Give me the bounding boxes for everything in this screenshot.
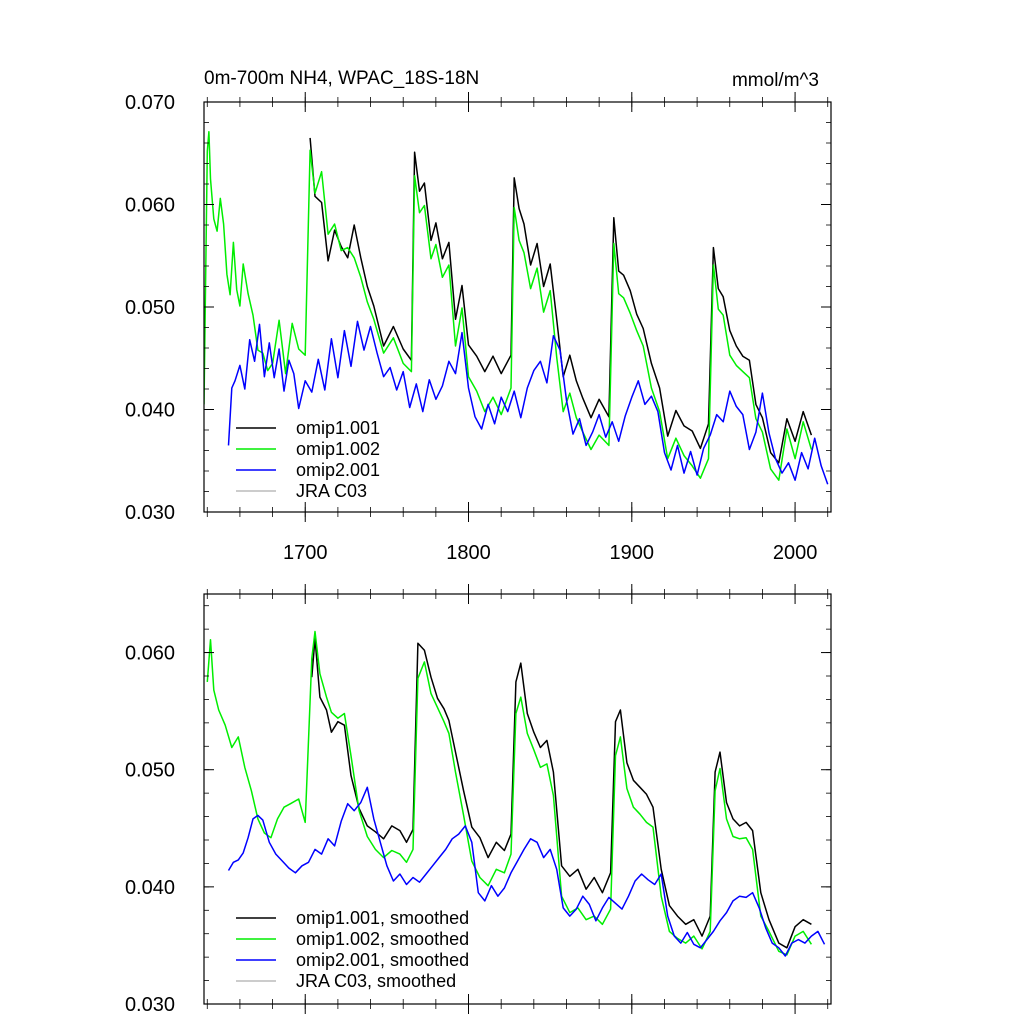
y-tick-label: 0.040 — [125, 400, 175, 422]
y-tick-label: 0.050 — [125, 760, 175, 782]
y-tick-label: 0.030 — [125, 502, 175, 524]
legend-label: JRA C03 — [296, 481, 367, 501]
series-line-omip1-001-smoothed — [311, 637, 812, 949]
y-tick-label: 0.070 — [125, 92, 175, 114]
plot-frame — [203, 593, 832, 1005]
legend-label: omip2.001, smoothed — [296, 950, 469, 970]
y-tick-label: 0.060 — [125, 195, 175, 217]
top-plot-area: 0.070 0.060 0.050 0.040 0.030 1700 1800 1900 200… — [125, 92, 832, 564]
x-tick-label: 1900 — [610, 542, 655, 564]
series-line-omip2-001-smoothed — [227, 786, 826, 957]
y-tick-label: 0.030 — [125, 994, 175, 1016]
legend-label: omip1.001, smoothed — [296, 908, 469, 928]
y-tick-label: 0.060 — [125, 643, 175, 665]
series-group — [206, 630, 826, 957]
y-tick-label: 0.040 — [125, 877, 175, 899]
series-group — [204, 130, 829, 485]
x-tick-label: 1700 — [283, 542, 328, 564]
legend-label: omip1.001 — [296, 418, 380, 438]
series-line-omip1-002-smoothed — [206, 630, 813, 956]
legend-label: JRA C03, smoothed — [296, 971, 456, 991]
top-title: 0m-700m NH4, WPAC_18S-18N — [204, 68, 479, 89]
legend-label: omip1.002, smoothed — [296, 929, 469, 949]
legend-label: omip1.002 — [296, 439, 380, 459]
series-line-omip2-001 — [227, 320, 829, 485]
x-tick-label: 1800 — [446, 542, 491, 564]
x-tick-label: 2000 — [773, 542, 818, 564]
y-tick-label: 0.050 — [125, 297, 175, 319]
series-line-omip1-001 — [309, 137, 813, 464]
top-panel: 0m-700m NH4, WPAC_18S-18N mmol/m^3 0.070… — [125, 68, 832, 564]
legend-label: omip2.001 — [296, 460, 380, 480]
units-label: mmol/m^3 — [732, 70, 819, 91]
